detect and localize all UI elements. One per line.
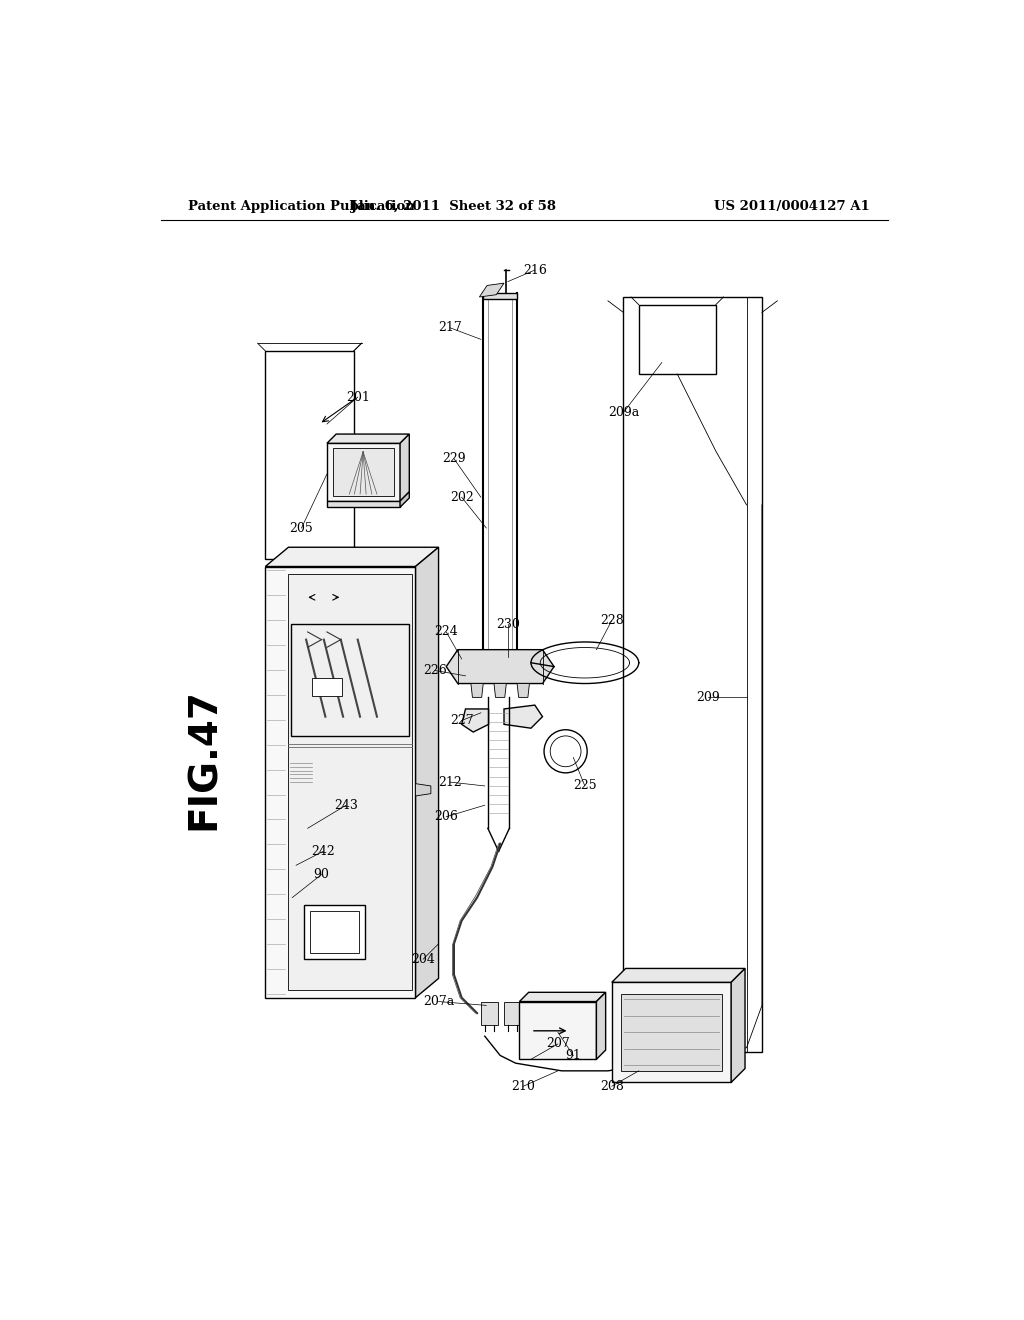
Polygon shape	[517, 684, 529, 697]
Text: 229: 229	[442, 453, 466, 465]
Polygon shape	[327, 502, 400, 507]
Text: 226: 226	[423, 664, 446, 677]
Polygon shape	[479, 284, 504, 297]
Circle shape	[341, 866, 344, 869]
Text: 224: 224	[434, 626, 458, 639]
Text: 242: 242	[311, 845, 335, 858]
Polygon shape	[471, 684, 483, 697]
Polygon shape	[291, 624, 410, 737]
Circle shape	[311, 858, 314, 862]
Polygon shape	[265, 548, 438, 566]
Circle shape	[337, 875, 340, 879]
Text: 207a: 207a	[423, 995, 455, 1008]
Circle shape	[339, 858, 342, 861]
Polygon shape	[400, 492, 410, 507]
Polygon shape	[519, 1002, 596, 1059]
Polygon shape	[333, 447, 394, 496]
Text: 202: 202	[450, 491, 473, 504]
Text: 227: 227	[450, 714, 473, 727]
Polygon shape	[265, 566, 416, 998]
Text: 209a: 209a	[607, 407, 639, 418]
Text: 206: 206	[434, 810, 458, 824]
Polygon shape	[304, 906, 366, 960]
Text: 209: 209	[696, 690, 720, 704]
Polygon shape	[611, 969, 745, 982]
Text: 201: 201	[346, 391, 370, 404]
Polygon shape	[519, 993, 605, 1002]
Polygon shape	[327, 434, 410, 444]
Polygon shape	[416, 784, 431, 796]
Polygon shape	[639, 305, 716, 374]
Circle shape	[310, 870, 313, 873]
Text: US 2011/0004127 A1: US 2011/0004127 A1	[714, 199, 869, 213]
Text: 212: 212	[438, 776, 462, 788]
Polygon shape	[311, 678, 342, 696]
Polygon shape	[289, 574, 412, 990]
Circle shape	[328, 880, 331, 883]
Circle shape	[319, 851, 323, 854]
Text: Jan. 6, 2011  Sheet 32 of 58: Jan. 6, 2011 Sheet 32 of 58	[351, 199, 556, 213]
Polygon shape	[327, 444, 400, 502]
Circle shape	[316, 878, 319, 882]
Polygon shape	[483, 293, 517, 300]
Polygon shape	[462, 709, 488, 733]
Polygon shape	[416, 548, 438, 998]
Text: FIG.47: FIG.47	[184, 688, 222, 830]
Polygon shape	[504, 1002, 521, 1024]
Polygon shape	[494, 684, 506, 697]
Polygon shape	[446, 649, 554, 684]
Text: 225: 225	[573, 779, 597, 792]
Polygon shape	[310, 911, 359, 953]
Text: 204: 204	[412, 953, 435, 966]
Polygon shape	[481, 1002, 498, 1024]
Polygon shape	[621, 994, 722, 1071]
Text: 217: 217	[438, 321, 462, 334]
Polygon shape	[400, 434, 410, 502]
Text: 228: 228	[600, 614, 624, 627]
Text: 230: 230	[496, 618, 520, 631]
Circle shape	[331, 850, 334, 854]
Polygon shape	[624, 297, 762, 1052]
Text: 205: 205	[290, 521, 313, 535]
Polygon shape	[611, 982, 731, 1082]
Polygon shape	[731, 969, 745, 1082]
Text: 216: 216	[523, 264, 547, 277]
Text: 90: 90	[313, 869, 330, 880]
Text: 91: 91	[565, 1049, 582, 1063]
Text: 207: 207	[546, 1038, 569, 1051]
Text: 208: 208	[600, 1080, 624, 1093]
Polygon shape	[504, 705, 543, 729]
Polygon shape	[596, 993, 605, 1059]
Text: 243: 243	[334, 799, 358, 812]
Text: Patent Application Publication: Patent Application Publication	[188, 199, 415, 213]
Polygon shape	[265, 351, 354, 558]
Text: 210: 210	[511, 1080, 536, 1093]
